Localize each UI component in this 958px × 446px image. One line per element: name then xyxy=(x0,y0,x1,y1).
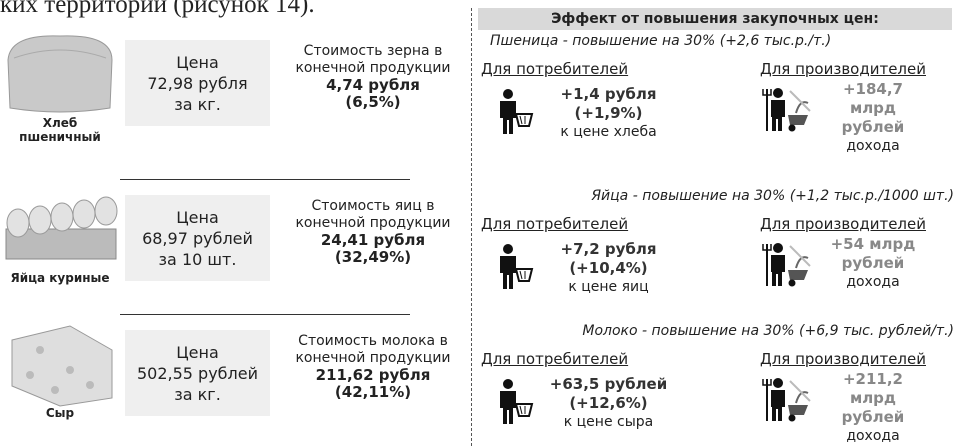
producer-value: +211,2 млрд рублей xyxy=(818,370,928,427)
price-line: за 10 шт. xyxy=(159,249,237,270)
producer-value: +54 млрд рублей xyxy=(818,235,928,273)
consumer-icon xyxy=(490,88,536,136)
product-image xyxy=(0,30,120,118)
producer-icon xyxy=(762,240,812,288)
producers-label: Для производителей xyxy=(760,60,926,78)
consumer-pct: (+12,6%) xyxy=(536,394,681,413)
product-name: Сыр xyxy=(5,406,115,420)
consumer-value: +1,4 рубля xyxy=(536,85,681,104)
subtitle: Яйца - повышение на 30% (+1,2 тыс.р./100… xyxy=(490,188,954,204)
consumer-pct: (+10,4%) xyxy=(536,259,681,278)
page: ких территорий (рисунок 14). Эффект от п… xyxy=(0,0,958,446)
effect-header: Эффект от повышения закупочных цен: xyxy=(478,8,952,30)
producer-note: дохода xyxy=(818,137,928,156)
price-line: Цена xyxy=(176,52,219,73)
subtitle: Молоко - повышение на 30% (+6,9 тыс. руб… xyxy=(490,323,954,339)
product-image xyxy=(0,320,120,408)
intro-text: ких территорий (рисунок 14). xyxy=(0,0,315,19)
consumer-value: +63,5 рублей xyxy=(536,375,681,394)
price-line: за кг. xyxy=(174,384,221,405)
consumers-label: Для потребителей xyxy=(481,60,628,78)
cost-label: Стоимость зерна в конечной продукции xyxy=(278,43,468,77)
consumers-label: Для потребителей xyxy=(481,215,628,233)
producer-icon xyxy=(762,375,812,423)
divider xyxy=(471,8,472,446)
cost-value: 211,62 рубля xyxy=(278,367,468,384)
consumer-change: +1,4 рубля(+1,9%)к цене хлеба xyxy=(536,85,681,142)
consumer-pct: (+1,9%) xyxy=(536,104,681,123)
consumers-label: Для потребителей xyxy=(481,350,628,368)
price-line: за кг. xyxy=(174,94,221,115)
price-line: Цена xyxy=(176,342,219,363)
consumer-icon xyxy=(490,378,536,426)
producer-value: +184,7 млрд рублей xyxy=(818,80,928,137)
separator xyxy=(120,179,410,180)
producers-label: Для производителей xyxy=(760,350,926,368)
consumer-value: +7,2 рубля xyxy=(536,240,681,259)
cost-label: Стоимость яиц в конечной продукции xyxy=(278,198,468,232)
consumer-change: +63,5 рублей(+12,6%)к цене сыра xyxy=(536,375,681,432)
consumer-change: +7,2 рубля(+10,4%)к цене яиц xyxy=(536,240,681,297)
cost-share: (32,49%) xyxy=(278,249,468,266)
cost-label: Стоимость молока в конечной продукции xyxy=(278,333,468,367)
price-line: 68,97 рублей xyxy=(142,228,253,249)
cost-value: 4,74 рубля xyxy=(278,77,468,94)
product-name: Хлеб пшеничный xyxy=(5,116,115,144)
producer-icon xyxy=(762,85,812,133)
cost-value: 24,41 рубля xyxy=(278,232,468,249)
price-line: Цена xyxy=(176,207,219,228)
consumer-note: к цене сыра xyxy=(536,413,681,432)
consumer-note: к цене яиц xyxy=(536,278,681,297)
producers-label: Для производителей xyxy=(760,215,926,233)
separator xyxy=(120,314,410,315)
price-line: 502,55 рублей xyxy=(137,363,258,384)
product-image xyxy=(0,185,120,273)
consumer-note: к цене хлеба xyxy=(536,123,681,142)
product-name: Яйца куриные xyxy=(5,271,115,285)
consumer-icon xyxy=(490,243,536,291)
producer-note: дохода xyxy=(818,427,928,446)
producer-note: дохода xyxy=(818,273,928,292)
cost-share: (6,5%) xyxy=(278,94,468,111)
price-line: 72,98 рубля xyxy=(147,73,247,94)
cost-share: (42,11%) xyxy=(278,384,468,401)
subtitle: Пшеница - повышение на 30% (+2,6 тыс.р./… xyxy=(490,33,954,49)
